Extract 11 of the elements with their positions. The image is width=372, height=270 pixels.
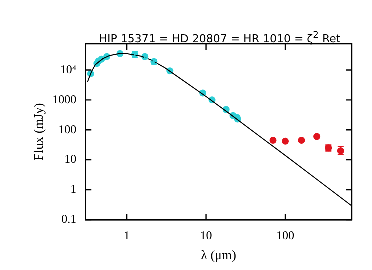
y-tick-label: 1	[70, 182, 77, 196]
y-tick-label: 10	[64, 152, 77, 166]
y-tick-label: 10⁴	[60, 62, 77, 76]
x-tick-label: 10	[200, 228, 212, 242]
y-tick-label: 0.1	[62, 212, 77, 226]
y-tick-label: 100	[58, 122, 77, 136]
x-tick-label: 1	[124, 228, 130, 242]
x-axis-title: λ (μm)	[201, 248, 236, 263]
y-axis-title: Flux (mJy)	[31, 103, 46, 161]
x-tick-label: 100	[276, 228, 295, 242]
y-tick-label: 1000	[52, 92, 77, 106]
